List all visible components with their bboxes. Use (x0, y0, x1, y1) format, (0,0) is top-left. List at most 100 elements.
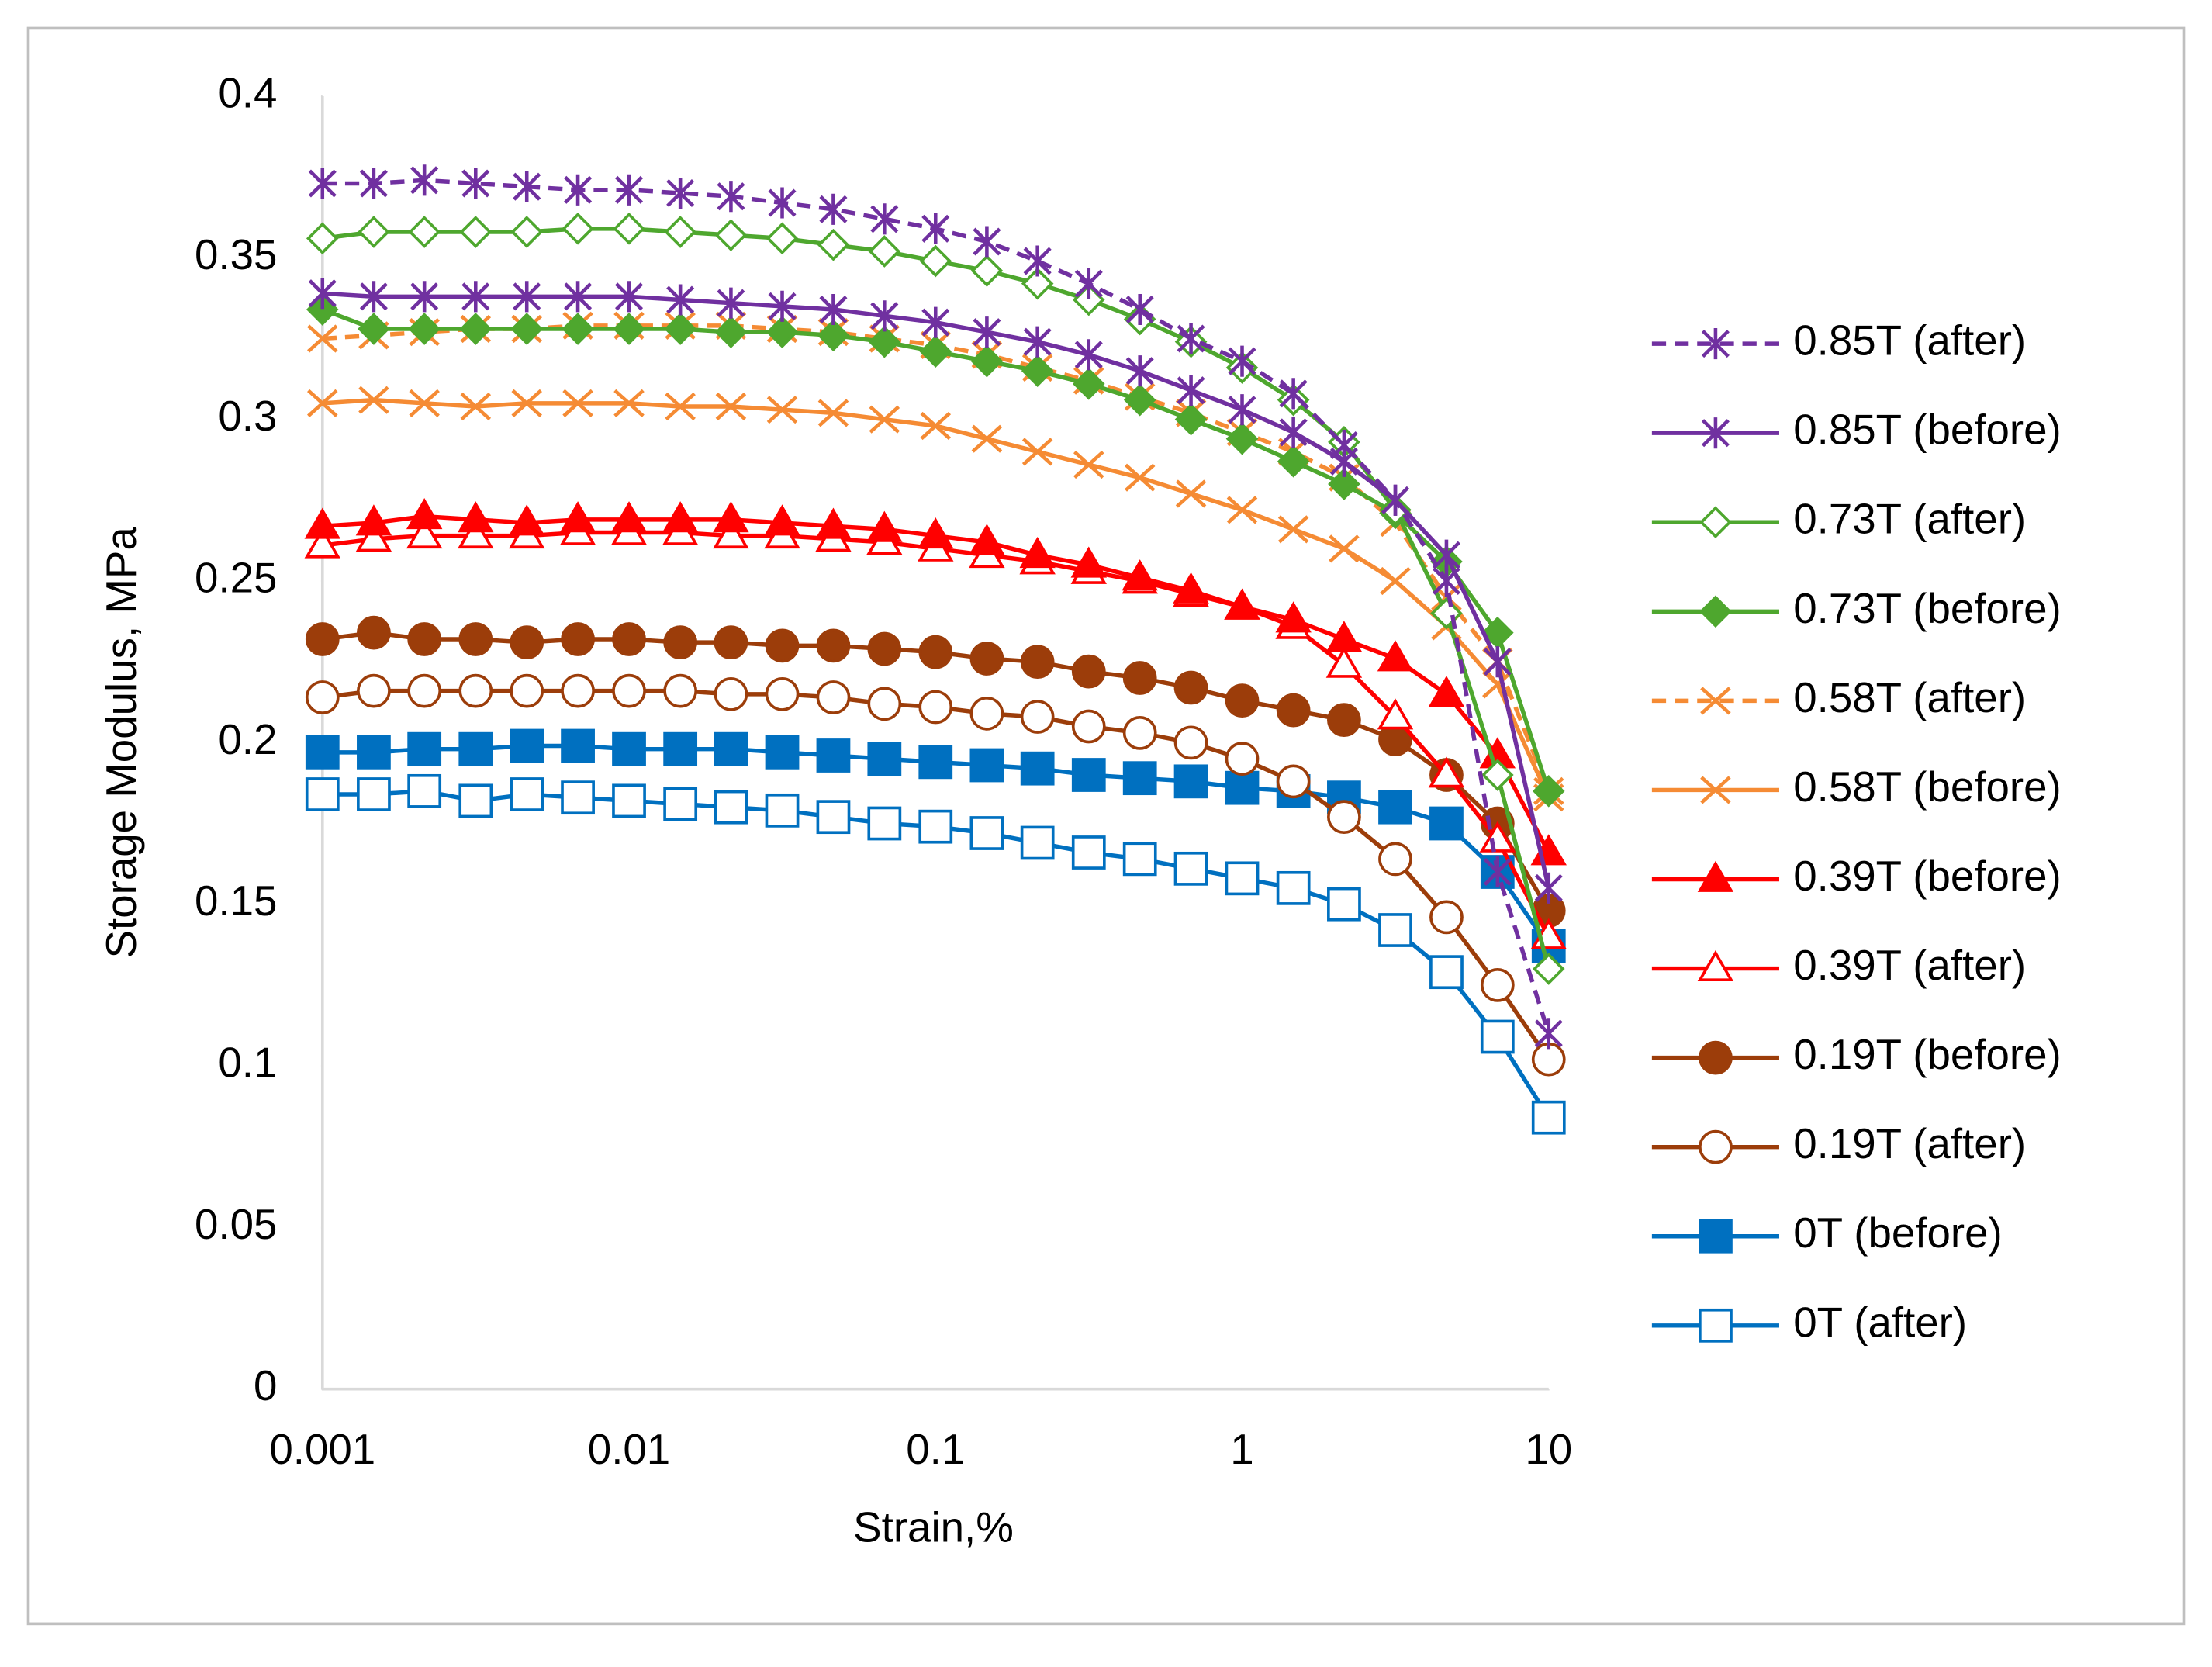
data-point (559, 501, 596, 533)
data-point (817, 228, 850, 261)
data-point (1173, 670, 1208, 705)
x-tick-label: 0.1 (906, 1425, 965, 1473)
series (305, 773, 1566, 1135)
data-point (869, 405, 900, 434)
data-point (407, 773, 442, 808)
data-point (1228, 394, 1256, 426)
series (304, 497, 1567, 866)
data-point (355, 521, 392, 552)
data-point (1228, 345, 1256, 377)
data-point (458, 501, 494, 533)
data-point (921, 213, 950, 244)
data-point (1122, 842, 1157, 877)
series (307, 386, 1564, 812)
y-tick-label: 0.25 (195, 553, 277, 601)
data-point (306, 222, 339, 255)
data-point (1378, 842, 1412, 877)
data-point (1225, 422, 1259, 455)
data-point (406, 497, 443, 530)
data-point (1225, 742, 1260, 776)
data-point (612, 673, 646, 708)
data-point (460, 392, 492, 421)
data-point (1480, 1019, 1515, 1054)
data-point (458, 517, 494, 549)
data-point (1275, 601, 1312, 633)
data-point (918, 517, 954, 549)
data-point (969, 816, 1004, 850)
legend-marker (1699, 1040, 1733, 1075)
data-point (561, 673, 595, 708)
data-point (819, 293, 848, 326)
data-point (458, 783, 493, 818)
data-point (663, 787, 698, 821)
x-tick-label: 10 (1525, 1425, 1572, 1473)
data-point (1070, 546, 1107, 578)
data-point (1072, 368, 1105, 400)
data-point (458, 622, 493, 656)
series (308, 278, 1563, 904)
data-point (613, 389, 645, 417)
data-point (765, 628, 800, 663)
data-point (764, 504, 800, 536)
data-point (867, 806, 902, 841)
data-point (1174, 403, 1208, 436)
data-point (1074, 339, 1103, 371)
data-point (459, 313, 493, 345)
data-point (714, 790, 748, 825)
data-point (1534, 872, 1563, 904)
data-point (1019, 536, 1056, 569)
data-point (713, 501, 749, 533)
data-point (817, 399, 849, 427)
data-point (407, 731, 442, 766)
y-tick-label: 0 (254, 1361, 277, 1409)
data-point (1073, 450, 1104, 479)
data-point (513, 281, 541, 313)
legend-label: 0.39T (after) (1793, 941, 2026, 989)
legend-label: 0T (after) (1793, 1298, 1967, 1346)
data-point (1021, 438, 1053, 466)
data-point (458, 673, 493, 708)
data-point (1329, 429, 1358, 462)
data-point (866, 510, 903, 542)
x-tick-label: 1 (1230, 1425, 1253, 1473)
data-point (666, 177, 695, 209)
y-tick-label: 0.4 (218, 68, 277, 116)
data-point (408, 216, 441, 248)
data-point (510, 216, 544, 248)
data-point (971, 424, 1003, 453)
legend-label: 0.73T (before) (1793, 584, 2062, 632)
legend-label: 0.19T (after) (1793, 1119, 2026, 1167)
data-point (513, 171, 541, 202)
data-point (358, 386, 389, 414)
y-tick-label: 0.1 (218, 1038, 277, 1086)
data-point (510, 777, 544, 811)
data-point (1381, 484, 1410, 516)
data-point (1175, 479, 1207, 508)
legend-marker (1699, 1308, 1733, 1343)
legend-marker (1701, 328, 1730, 360)
data-point (870, 300, 899, 332)
data-point (1124, 463, 1156, 492)
data-point (459, 216, 493, 248)
data-point (458, 731, 493, 766)
data-point (564, 281, 593, 313)
data-point (613, 213, 645, 245)
data-point (815, 507, 852, 539)
data-point (1224, 588, 1260, 620)
data-point (1177, 375, 1205, 406)
data-point (1023, 326, 1052, 358)
data-point (1021, 354, 1054, 387)
data-point (1328, 468, 1360, 500)
data-point (921, 306, 950, 338)
data-point (461, 168, 490, 199)
x-axis-title: Strain,% (853, 1503, 1014, 1551)
legend-label: 0.85T (before) (1793, 406, 2062, 454)
legend-marker (1701, 417, 1730, 449)
legend-label: 0.85T (after) (1793, 316, 2026, 365)
data-point (1226, 496, 1258, 524)
data-point (1377, 698, 1414, 730)
legend-marker (1699, 506, 1732, 539)
data-point (1532, 775, 1565, 808)
data-point (714, 316, 748, 348)
